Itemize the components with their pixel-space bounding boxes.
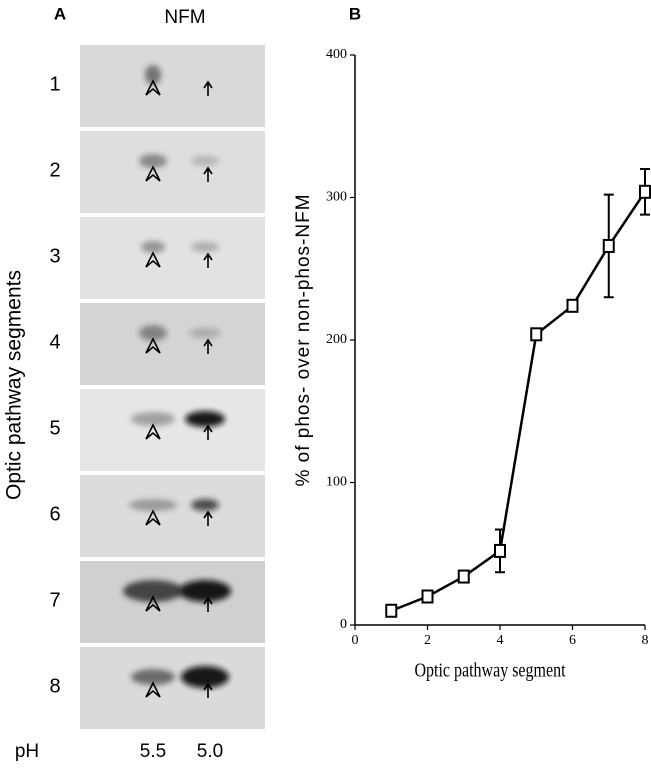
- arrowhead: [145, 165, 161, 182]
- gel-strip: [80, 475, 265, 557]
- gel-strip: [80, 561, 265, 643]
- protein-spot: [181, 666, 229, 688]
- protein-spot: [191, 156, 219, 166]
- arrowhead: [145, 509, 161, 526]
- data-point: [639, 184, 651, 199]
- lane-label: 7: [49, 589, 60, 611]
- data-point: [602, 238, 615, 253]
- ph-value: 5.0: [197, 741, 223, 762]
- arrowhead: [145, 595, 161, 612]
- panel-label: A: [54, 4, 66, 23]
- gel-strip: [80, 131, 265, 213]
- gel-strip: [80, 217, 265, 299]
- x-tick-label: 2: [424, 633, 431, 648]
- protein-spot: [189, 328, 221, 338]
- ph-label: pH: [15, 741, 39, 762]
- arrow: [203, 596, 213, 612]
- protein-spot: [129, 499, 177, 511]
- x-axis-title: Optic pathway segment: [414, 659, 565, 681]
- y-tick-label: 0: [340, 617, 347, 632]
- data-line: [390, 191, 647, 612]
- ph-value: 5.5: [140, 741, 166, 762]
- gel-strip: [80, 647, 265, 729]
- gel-panels: 1 2 3 4 5 6 7 8: [49, 45, 265, 729]
- protein-spot: [139, 154, 167, 168]
- lane-label: 2: [49, 159, 60, 181]
- arrow: [203, 424, 213, 440]
- protein-spot: [179, 580, 231, 602]
- protein-spot: [139, 325, 167, 341]
- arrowhead: [145, 337, 161, 354]
- x-tick-label: 8: [642, 633, 649, 648]
- data-point: [566, 298, 579, 313]
- x-tick-label: 0: [352, 633, 359, 648]
- panel-label: B: [349, 4, 361, 23]
- gel-strip: [80, 303, 265, 385]
- x-tick-label: 6: [569, 633, 576, 648]
- lane-label: 4: [49, 331, 60, 353]
- protein-spot: [131, 669, 175, 685]
- data-point: [385, 603, 398, 618]
- y-tick-label: 400: [326, 47, 347, 62]
- arrow: [203, 510, 213, 526]
- data-point: [494, 543, 506, 558]
- y-tick-label: 100: [326, 475, 347, 490]
- protein-spot: [123, 580, 183, 602]
- arrowhead: [145, 423, 161, 440]
- arrow: [203, 166, 213, 182]
- protein-spot: [191, 499, 219, 511]
- y-axis-title: Optic pathway segments: [3, 270, 26, 500]
- y-tick-label: 300: [326, 190, 347, 205]
- lane-label: 8: [49, 675, 60, 697]
- arrow: [203, 682, 213, 698]
- arrow: [203, 338, 213, 354]
- data-point: [421, 589, 434, 604]
- panel-title: NFM: [164, 7, 205, 28]
- protein-spot: [131, 412, 175, 426]
- protein-spot: [185, 411, 225, 427]
- gel-strip: [80, 45, 265, 127]
- gel-strip: [80, 389, 265, 471]
- lane-label: 3: [49, 245, 60, 267]
- arrowhead: [145, 79, 161, 96]
- data-point: [457, 569, 470, 584]
- arrowhead: [145, 681, 161, 698]
- arrowhead: [145, 251, 161, 268]
- arrow: [203, 80, 213, 96]
- line-chart: 0 100 200 300 400 0 2 4 6 8: [326, 47, 651, 648]
- x-tick-label: 4: [497, 633, 504, 648]
- data-point: [530, 327, 543, 342]
- protein-spot: [145, 65, 161, 85]
- arrow: [203, 252, 213, 268]
- protein-spot: [141, 241, 165, 253]
- y-tick-label: 200: [326, 332, 347, 347]
- lane-label: 6: [49, 503, 60, 525]
- lane-label: 1: [49, 73, 60, 95]
- lane-label: 5: [49, 417, 60, 439]
- y-axis-title: % of phos- over non-phos-NFM: [293, 193, 314, 486]
- protein-spot: [191, 242, 219, 252]
